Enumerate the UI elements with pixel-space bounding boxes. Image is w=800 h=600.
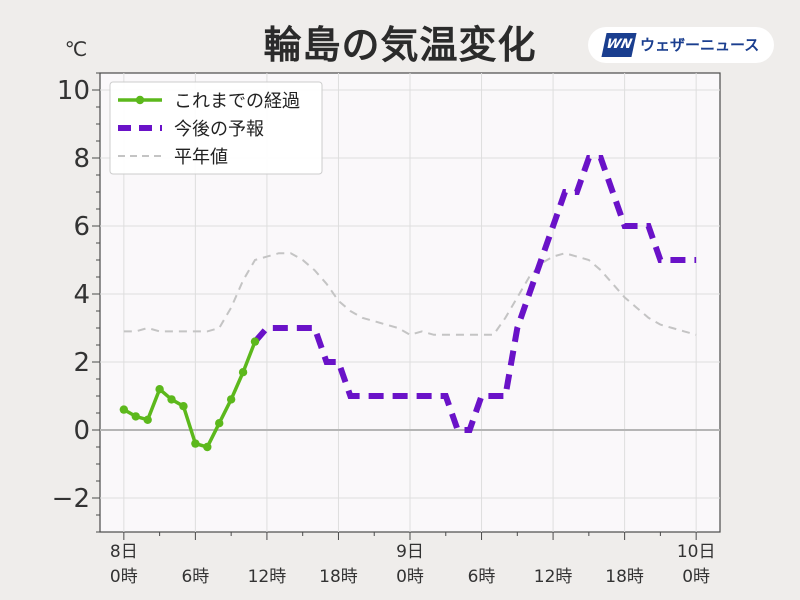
x-tick-label-hour: 18時 <box>319 567 358 587</box>
x-tick-label-hour: 6時 <box>468 567 496 587</box>
x-tick-label-day: 9日 <box>396 542 424 562</box>
y-tick-label: 6 <box>73 212 90 242</box>
data-point <box>119 405 129 414</box>
y-tick-label: 0 <box>73 416 90 446</box>
x-tick-label-day: 10日 <box>677 542 716 562</box>
legend-label: これまでの経過 <box>174 91 300 112</box>
legend-item: 平年値 <box>118 147 228 168</box>
series-observed <box>119 337 260 452</box>
data-point <box>179 402 188 411</box>
legend-item: 今後の予報 <box>118 119 264 140</box>
data-point <box>131 412 140 421</box>
data-point <box>215 419 224 428</box>
legend-item: これまでの経過 <box>118 91 300 112</box>
brand-name: ウェザーニュース <box>640 36 760 54</box>
data-point <box>167 395 176 404</box>
series-line <box>252 155 697 433</box>
data-point <box>191 439 200 448</box>
legend-marker <box>135 95 145 105</box>
y-tick-label: 2 <box>73 348 90 378</box>
y-axis-unit: ℃ <box>65 37 87 61</box>
y-tick-label: 4 <box>73 280 90 310</box>
data-point <box>226 395 236 404</box>
y-tick-label: −2 <box>52 484 90 514</box>
x-tick-label-hour: 6時 <box>181 567 209 587</box>
chart-title: 輪島の気温変化 <box>263 23 537 67</box>
legend-label: 平年値 <box>174 147 228 168</box>
y-axis: −2 0 2 4 6 8 10 ℃ <box>52 37 100 533</box>
x-tick-label-day: 8日 <box>110 542 138 562</box>
brand-badge[interactable]: WN ウェザーニュース <box>588 27 774 63</box>
legend-label: 今後の予報 <box>174 119 264 140</box>
x-tick-label-hour: 0時 <box>110 567 138 587</box>
series-forecast <box>252 155 697 433</box>
data-point <box>250 337 260 346</box>
x-tick-label-hour: 0時 <box>396 567 424 587</box>
data-point <box>143 415 152 424</box>
x-tick-label-hour: 12時 <box>248 567 287 587</box>
y-tick-label: 8 <box>73 144 90 174</box>
y-tick-label: 10 <box>57 76 90 106</box>
data-point <box>238 368 248 377</box>
data-point <box>155 385 164 394</box>
legend-box <box>109 81 323 175</box>
x-tick-label-hour: 12時 <box>534 567 573 587</box>
x-axis: 8日 0時 6時 12時 18時 9日 0時 6時 12時 18時 10日 0時 <box>110 532 716 587</box>
data-point <box>203 442 212 452</box>
x-tick-label-hour: 18時 <box>605 567 644 587</box>
x-tick-label-hour: 0時 <box>682 567 710 587</box>
